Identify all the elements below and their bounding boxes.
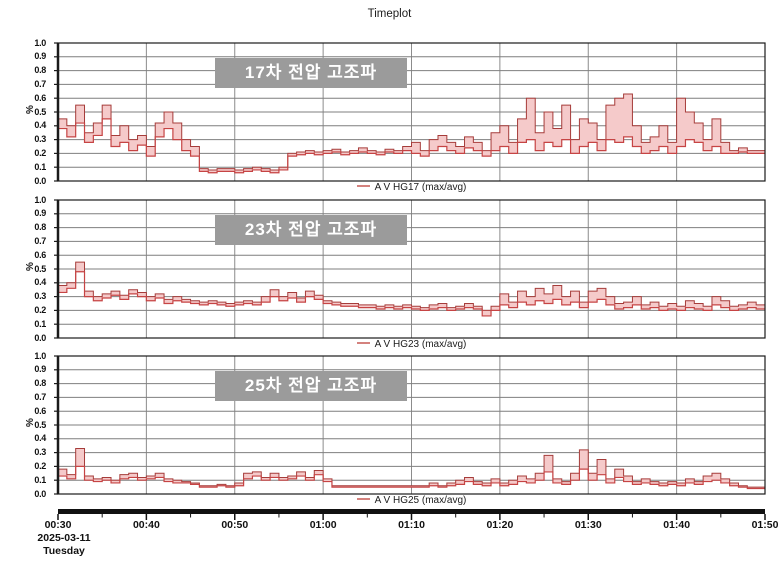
y-axis-2: 1.0 0.9 0.8 0.7 0.6 0.5 0.4 0.3 0.2 0.1 0.0 xyxy=(0,351,46,499)
x-tick-label: 00:30 xyxy=(44,519,72,531)
x-tick-label: 00:40 xyxy=(132,519,160,531)
y-tick-label: 0.9 xyxy=(34,208,46,219)
day-value: Tuesday xyxy=(43,545,85,557)
y-tick-label: 0.7 xyxy=(34,78,46,89)
panel-title-hg17: 17차 전압 고조파 xyxy=(215,58,407,88)
series-line-icon xyxy=(356,185,370,188)
y-tick-label: 0.1 xyxy=(34,474,46,485)
legend-label-hg23: A V HG23 (max/avg) xyxy=(374,339,467,350)
y-tick-label: 0.0 xyxy=(34,488,46,499)
avg-line xyxy=(58,465,765,490)
x-tick-label: 00:50 xyxy=(221,519,249,531)
y-tick-label: 0.7 xyxy=(34,235,46,246)
y-tick-label: 0.5 xyxy=(34,419,46,430)
series-line-icon xyxy=(356,342,370,345)
panel-svg-2 xyxy=(54,355,766,495)
max-line xyxy=(58,93,765,171)
y-tick-label: 0.2 xyxy=(34,147,46,158)
x-tick-label: 01:30 xyxy=(574,519,602,531)
max-line xyxy=(58,261,765,311)
panel-svg-1 xyxy=(54,199,766,339)
panel-title-hg25: 25차 전압 고조파 xyxy=(215,371,407,401)
y-tick-label: 0.9 xyxy=(34,51,46,62)
panel-title-hg23: 23차 전압 고조파 xyxy=(215,215,407,245)
y-tick-label: 0.3 xyxy=(34,447,46,458)
y-tick-label: 0.3 xyxy=(34,134,46,145)
x-tick-label: 01:40 xyxy=(663,519,691,531)
y-tick-label: 0.8 xyxy=(34,222,46,233)
avg-line xyxy=(58,271,765,317)
y-tick-label: 0.1 xyxy=(34,318,46,329)
date-label: 2025-03-11 Tuesday xyxy=(14,532,114,558)
legend-label-hg17: A V HG17 (max/avg) xyxy=(374,182,467,193)
y-tick-label: 0.6 xyxy=(34,405,46,416)
y-tick-label: 0.8 xyxy=(34,378,46,389)
max-line xyxy=(58,447,765,488)
y-tick-label: 0.8 xyxy=(34,65,46,76)
y-axis-0: 1.0 0.9 0.8 0.7 0.6 0.5 0.4 0.3 0.2 0.1 0.0 xyxy=(0,38,46,186)
series-line-icon xyxy=(356,498,370,501)
y-tick-label: 0.6 xyxy=(34,92,46,103)
y-tick-label: 0.6 xyxy=(34,249,46,260)
legend-label-hg25: A V HG25 (max/avg) xyxy=(374,495,467,506)
legend-hg17: A V HG17 (max/avg) xyxy=(58,182,765,193)
y-tick-label: 0.4 xyxy=(34,120,46,131)
y-tick-label: 0.9 xyxy=(34,364,46,375)
y-axis-1: 1.0 0.9 0.8 0.7 0.6 0.5 0.4 0.3 0.2 0.1 0.0 xyxy=(0,195,46,343)
y-tick-label: 0.4 xyxy=(34,433,46,444)
panel-hg23: % 1.0 0.9 0.8 0.7 0.6 0.5 0.4 0.3 0.2 0.1 0.0 23차 … xyxy=(0,195,779,357)
x-axis-svg xyxy=(57,509,766,520)
y-tick-label: 0.5 xyxy=(34,263,46,274)
y-tick-label: 0.2 xyxy=(34,304,46,315)
x-tick-label: 01:10 xyxy=(398,519,425,531)
avg-line xyxy=(58,118,765,174)
y-tick-label: 0.0 xyxy=(34,175,46,186)
y-tick-label: 0.5 xyxy=(34,106,46,117)
y-tick-label: 0.2 xyxy=(34,460,46,471)
max-avg-band xyxy=(58,94,765,173)
x-tick-label: 01:00 xyxy=(309,519,337,531)
date-value: 2025-03-11 xyxy=(37,532,91,544)
x-tick-label: 01:50 xyxy=(751,519,779,531)
y-tick-label: 0.3 xyxy=(34,291,46,302)
legend-hg23: A V HG23 (max/avg) xyxy=(58,339,765,350)
panel-hg25: % 1.0 0.9 0.8 0.7 0.6 0.5 0.4 0.3 0.2 0.1 0.0 25차 … xyxy=(0,351,779,513)
legend-hg25: A V HG25 (max/avg) xyxy=(58,495,765,506)
x-axis-labels: 00:30 00:40 00:50 01:00 01:10 01:20 01:30 01:40… xyxy=(0,519,779,532)
y-tick-label: 0.4 xyxy=(34,277,46,288)
x-axis-bar xyxy=(58,509,765,514)
y-tick-label: 0.7 xyxy=(34,391,46,402)
x-tick-label: 01:20 xyxy=(486,519,514,531)
y-tick-label: 1.0 xyxy=(34,37,46,48)
y-tick-label: 1.0 xyxy=(34,194,46,205)
y-tick-label: 1.0 xyxy=(34,350,46,361)
panel-svg-0 xyxy=(54,42,766,182)
y-tick-label: 0.0 xyxy=(34,332,46,343)
page-title: Timeplot xyxy=(367,8,412,20)
y-tick-label: 0.1 xyxy=(34,161,46,172)
panel-hg17: % 1.0 0.9 0.8 0.7 0.6 0.5 0.4 0.3 0.2 0.1 0.0 17차 … xyxy=(0,38,779,200)
